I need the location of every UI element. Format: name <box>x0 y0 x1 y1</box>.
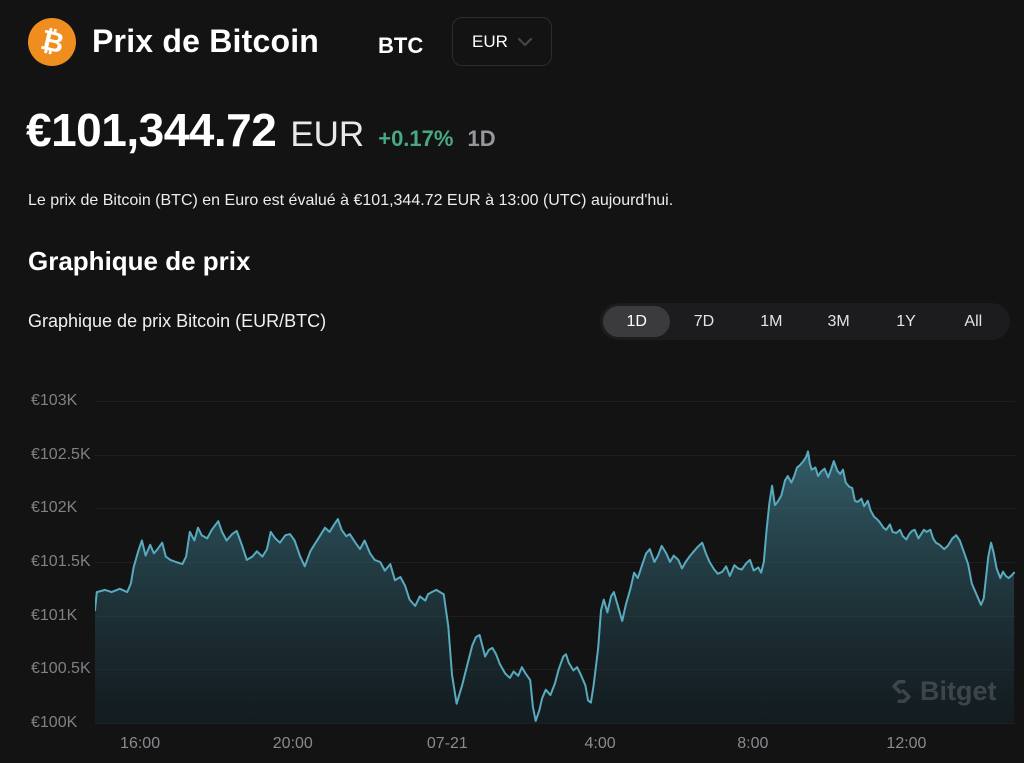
price-chart-plot[interactable] <box>95 401 1015 723</box>
range-tab-1d[interactable]: 1D <box>603 306 671 337</box>
gridline <box>95 669 1015 671</box>
chart-area-fill <box>95 451 1015 723</box>
watermark-brand: Bitget <box>920 676 997 706</box>
y-axis-tick: €100K <box>31 714 78 731</box>
price-description: Le prix de Bitcoin (BTC) en Euro est éva… <box>28 192 674 209</box>
current-price: €101,344.72 <box>26 104 277 156</box>
time-range-tabs: 1D 7D 1M 3M 1Y All <box>600 303 1010 340</box>
bitcoin-icon: ₿ <box>28 18 76 66</box>
page-title: Prix de Bitcoin <box>92 23 320 59</box>
bitcoin-glyph: ₿ <box>37 22 67 61</box>
chevron-down-icon <box>517 38 532 47</box>
currency-selector[interactable]: EUR <box>452 17 552 66</box>
range-tab-3m[interactable]: 3M <box>827 312 850 330</box>
range-tab-all[interactable]: All <box>964 312 983 330</box>
y-axis-tick: €103K <box>31 392 78 409</box>
coin-symbol: BTC <box>378 33 424 58</box>
range-tab-1m[interactable]: 1M <box>760 312 783 330</box>
y-axis-tick: €100.5K <box>31 660 91 678</box>
gridline <box>95 562 1015 563</box>
chart-subtitle: Graphique de prix Bitcoin (EUR/BTC) <box>28 311 327 331</box>
chart-section-heading: Graphique de prix <box>28 246 251 276</box>
price-change-period: 1D <box>467 126 496 151</box>
x-axis-tick: 8:00 <box>737 735 769 752</box>
watermark: Bitget <box>890 676 997 707</box>
gridline <box>95 615 1015 617</box>
price-change: +0.17% <box>378 126 454 151</box>
gridline <box>95 508 1015 510</box>
chart-price-line <box>95 450 1015 722</box>
y-axis-tick: €102K <box>31 499 78 517</box>
bitget-logo-icon <box>892 680 911 703</box>
y-axis-tick: €101K <box>31 606 78 624</box>
x-axis-tick: 12:00 <box>886 735 927 752</box>
price-row: €101,344.72 EUR +0.17% 1D <box>26 103 496 157</box>
y-axis-tick: €102.5K <box>31 445 91 463</box>
y-axis-tick: €101.5K <box>31 553 91 570</box>
x-axis-tick: 16:00 <box>120 735 161 752</box>
range-tab-7d[interactable]: 7D <box>693 312 715 330</box>
price-currency: EUR <box>290 115 365 154</box>
gridline <box>95 401 1015 402</box>
x-axis-tick: 07-21 <box>426 735 468 752</box>
currency-selector-value: EUR <box>472 31 508 51</box>
gridline <box>95 723 1015 724</box>
x-axis-tick: 20:00 <box>272 735 313 752</box>
gridline <box>95 454 1015 456</box>
range-tab-1y[interactable]: 1Y <box>896 312 916 330</box>
x-axis-tick: 4:00 <box>584 735 616 752</box>
